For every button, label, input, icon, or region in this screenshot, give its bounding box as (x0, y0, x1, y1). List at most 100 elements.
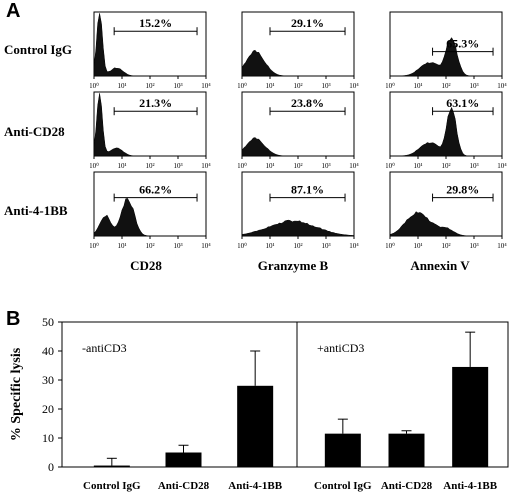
histogram-r3-c2: 87.1% 10⁰ 10¹ 10² 10³ 10⁴ (238, 171, 359, 250)
axis-tick-label: 10² (441, 82, 450, 90)
axis-tick-label: 10⁴ (349, 82, 359, 90)
category-label: Anti-CD28 (381, 480, 433, 492)
group-label: -antiCD3 (82, 341, 127, 355)
axis-tick-label: 10² (441, 242, 450, 250)
histogram-r2-c3: 63.1% 10⁰ 10¹ 10² 10³ 10⁴ (386, 91, 507, 170)
axis-tick-label: 10⁰ (386, 82, 395, 90)
category-label: Anti-4-1BB (443, 480, 497, 492)
gate-percentage: 15.2% (139, 16, 172, 30)
panel-a-label: A (6, 0, 21, 22)
axis-tick-label: 10⁴ (497, 242, 507, 250)
axis-tick-label: 10¹ (265, 82, 274, 90)
plot-frame (61, 321, 509, 468)
axis-tick-label: 10¹ (265, 242, 274, 250)
axis-tick-label: 10³ (321, 82, 330, 90)
histogram-r2-c2: 23.8% 10⁰ 10¹ 10² 10³ 10⁴ (238, 91, 359, 170)
axis-tick-label: 10⁰ (238, 82, 247, 90)
gate-percentage: 66.2% (139, 183, 172, 197)
row-label-control-igg: Control IgG (4, 42, 73, 57)
axis-tick-label: 10⁰ (90, 162, 99, 170)
axis-tick-label: 10³ (321, 242, 330, 250)
y-axis-label: % Specific lysis (9, 347, 24, 441)
axis-tick-label: 10¹ (413, 242, 422, 250)
axis-tick-label: 10² (145, 82, 154, 90)
axis-tick-label: 10³ (173, 82, 182, 90)
histogram-fill (241, 137, 354, 157)
gate-percentage: 65.3% (446, 37, 479, 51)
histogram-fill (390, 37, 502, 77)
histogram-r1-c1: 15.2% 10⁰ 10¹ 10² 10³ 10⁴ (90, 11, 211, 90)
y-tick-label: 20 (42, 402, 54, 416)
axis-tick-label: 10¹ (265, 162, 274, 170)
y-tick-label: 30 (42, 373, 54, 387)
histogram-fill (241, 49, 354, 77)
bar (388, 433, 425, 467)
axis-tick-label: 10⁰ (90, 242, 99, 250)
histogram-fill (93, 198, 206, 237)
axis-tick-label: 10⁴ (349, 242, 359, 250)
category-label: Control IgG (83, 480, 141, 492)
axis-tick-label: 10¹ (117, 82, 126, 90)
histogram-r2-c1: 21.3% 10⁰ 10¹ 10² 10³ 10⁴ (90, 91, 211, 170)
lysis-bar-chart: 0 10 20 30 40 50 % Specific lysis -antiCD3 Contr… (9, 315, 509, 492)
row-label-anti-4-1bb: Anti-4-1BB (4, 203, 68, 218)
axis-tick-label: 10³ (469, 82, 478, 90)
axis-tick-label: 10⁰ (238, 242, 247, 250)
gate-percentage: 29.8% (446, 183, 479, 197)
histogram-r3-c3: 29.8% 10⁰ 10¹ 10² 10³ 10⁴ (386, 171, 507, 250)
histogram-fill (390, 106, 502, 157)
axis-tick-label: 10⁴ (201, 82, 211, 90)
axis-tick-label: 10⁴ (497, 82, 507, 90)
row-label-anti-cd28: Anti-CD28 (4, 124, 65, 139)
axis-tick-label: 10² (145, 242, 154, 250)
axis-tick-label: 10² (293, 162, 302, 170)
bar (237, 385, 274, 467)
bar (93, 465, 130, 467)
axis-tick-label: 10³ (469, 242, 478, 250)
axis-tick-label: 10¹ (117, 162, 126, 170)
bar (324, 433, 361, 467)
y-tick-label: 50 (42, 315, 54, 329)
group-label: +antiCD3 (317, 341, 364, 355)
axis-tick-label: 10² (293, 242, 302, 250)
col-label-cd28: CD28 (130, 258, 162, 273)
histogram-fill (241, 219, 355, 237)
axis-tick-label: 10¹ (117, 242, 126, 250)
axis-tick-label: 10³ (173, 242, 182, 250)
gate-percentage: 29.1% (291, 16, 324, 30)
axis-tick-label: 10⁰ (386, 242, 395, 250)
axis-tick-label: 10³ (321, 162, 330, 170)
axis-tick-label: 10⁴ (201, 242, 211, 250)
axis-tick-label: 10⁰ (90, 82, 99, 90)
axis-tick-label: 10¹ (413, 162, 422, 170)
histogram-r3-c1: 66.2% 10⁰ 10¹ 10² 10³ 10⁴ (90, 171, 211, 250)
histogram-r1-c2: 29.1% 10⁰ 10¹ 10² 10³ 10⁴ (238, 11, 359, 90)
axis-tick-label: 10² (145, 162, 154, 170)
y-tick-label: 10 (42, 431, 54, 445)
gate-percentage: 87.1% (291, 183, 324, 197)
gate-percentage: 63.1% (446, 96, 479, 110)
axis-tick-label: 10⁴ (349, 162, 359, 170)
histogram-fill (389, 211, 502, 237)
bar (452, 366, 489, 467)
histogram-r1-c3: 65.3% 10⁰ 10¹ 10² 10³ 10⁴ (386, 11, 507, 90)
axis-tick-label: 10⁰ (386, 162, 395, 170)
axis-tick-label: 10⁴ (497, 162, 507, 170)
col-label-annexin-v: Annexin V (410, 258, 470, 273)
category-label: Anti-CD28 (158, 480, 210, 492)
gate-percentage: 23.8% (291, 96, 324, 110)
category-label: Anti-4-1BB (228, 480, 282, 492)
y-tick-label: 0 (48, 460, 54, 474)
category-label: Control IgG (314, 480, 372, 492)
y-tick-label: 40 (42, 344, 54, 358)
bar (165, 452, 202, 467)
axis-tick-label: 10³ (173, 162, 182, 170)
axis-tick-label: 10³ (469, 162, 478, 170)
axis-tick-label: 10⁰ (238, 162, 247, 170)
axis-tick-label: 10¹ (413, 82, 422, 90)
gate-percentage: 21.3% (139, 96, 172, 110)
axis-tick-label: 10⁴ (201, 162, 211, 170)
axis-tick-label: 10² (293, 82, 302, 90)
axis-tick-label: 10² (441, 162, 450, 170)
